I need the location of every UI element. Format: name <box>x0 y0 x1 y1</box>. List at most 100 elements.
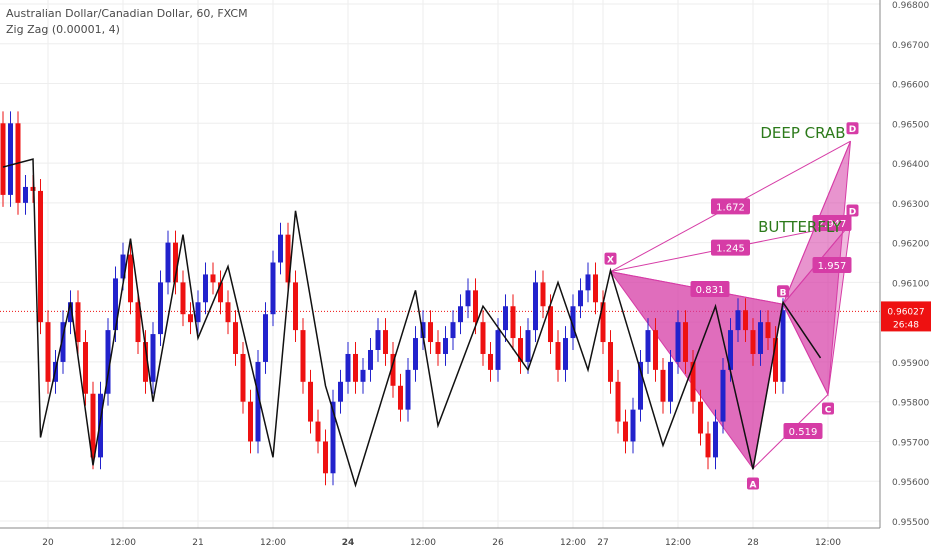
candle-up <box>503 306 508 331</box>
candle-up <box>165 242 171 283</box>
candle-down <box>548 306 553 343</box>
x-tick-label: 20 <box>42 538 54 548</box>
point-label-d: D <box>849 208 856 218</box>
pattern-name-crab: DEEP CRAB <box>760 124 845 142</box>
ratio-label: 1.957 <box>818 261 847 272</box>
candle-down <box>480 322 486 354</box>
y-tick-label: 0.96100 <box>892 279 929 289</box>
candle-down <box>540 282 546 307</box>
candle-down <box>593 274 598 303</box>
x-tick-label: 26 <box>492 538 504 548</box>
x-tick-label: 12:00 <box>560 538 586 548</box>
y-tick-label: 0.95700 <box>892 438 929 448</box>
point-label-a: A <box>750 481 757 491</box>
candle-up <box>338 381 343 402</box>
candle-up <box>420 322 426 339</box>
point-label-b: B <box>780 288 787 298</box>
candle-down <box>683 322 688 362</box>
candle-down <box>705 433 711 458</box>
candle-down <box>90 393 96 458</box>
candle-down <box>30 186 36 191</box>
x-tick-label: 12:00 <box>110 538 136 548</box>
candle-up <box>638 361 643 410</box>
point-label-d: D <box>849 125 856 135</box>
candle-up <box>345 353 351 382</box>
y-tick-label: 0.95500 <box>892 518 929 528</box>
point-marker-c <box>822 402 834 415</box>
candle-down <box>353 353 358 382</box>
x-tick-label: 12:00 <box>410 538 436 548</box>
candle-up <box>413 338 418 370</box>
candle-down <box>615 381 621 422</box>
candle-up <box>195 302 201 323</box>
point-marker-d <box>846 122 859 135</box>
candle-up <box>368 349 373 370</box>
price-badge <box>881 301 931 332</box>
chart-legend: Australian Dollar/Canadian Dollar, 60, F… <box>6 6 248 38</box>
ratio-box <box>690 281 730 297</box>
candle-down <box>240 353 246 402</box>
candle-down <box>233 322 238 354</box>
candle-down <box>698 401 703 434</box>
candle-down <box>398 385 403 410</box>
y-tick-label: 0.95900 <box>892 359 929 369</box>
candle-up <box>203 274 208 303</box>
point-marker-x <box>604 252 617 265</box>
candle-down <box>555 342 561 370</box>
candle-up <box>375 330 381 350</box>
x-tick-label: 21 <box>192 538 203 548</box>
ratio-box <box>711 239 750 256</box>
x-tick-label: 24 <box>342 538 355 548</box>
y-tick-label: 0.96200 <box>892 240 929 250</box>
candle-up <box>533 282 538 331</box>
candle-down <box>45 322 51 382</box>
candle-down <box>600 302 606 343</box>
point-label-c: C <box>825 406 832 416</box>
candle-up <box>263 314 268 362</box>
candle-down <box>300 330 306 382</box>
candle-up <box>60 322 66 362</box>
candle-down <box>608 342 613 382</box>
y-tick-label: 0.96400 <box>892 160 929 170</box>
candle-up <box>780 310 786 382</box>
candle-up <box>578 290 583 307</box>
y-tick-label: 0.96500 <box>892 120 929 130</box>
candle-up <box>23 186 28 203</box>
candle-down <box>248 401 253 442</box>
candle-up <box>713 421 718 458</box>
candle-down <box>765 322 771 339</box>
point-label-x: X <box>607 256 614 266</box>
candle-up <box>458 306 463 323</box>
candle-up <box>120 254 126 279</box>
candle-up <box>495 330 501 370</box>
ratio-label: 1.672 <box>716 202 745 213</box>
candle-down <box>660 369 666 402</box>
candle-up <box>105 330 111 394</box>
candle-down <box>180 282 186 315</box>
candle-down <box>323 441 328 474</box>
candle-down <box>750 330 756 354</box>
candle-up <box>630 409 636 442</box>
candle-up <box>255 361 261 442</box>
candle-down <box>390 353 396 386</box>
ratio-box <box>812 215 852 231</box>
candle-down <box>435 342 441 354</box>
candle-down <box>218 282 223 303</box>
candle-up <box>570 306 576 339</box>
y-tick-label: 0.96700 <box>892 41 929 51</box>
candle-down <box>510 306 516 339</box>
candle-up <box>113 278 118 331</box>
zigzag-line <box>2 158 822 488</box>
candle-up <box>675 322 681 362</box>
candle-up <box>278 234 283 263</box>
x-tick-label: 12:00 <box>260 538 286 548</box>
y-tick-label: 0.95800 <box>892 399 929 409</box>
candle-up <box>443 338 448 354</box>
candle-down <box>293 282 298 331</box>
y-tick-label: 0.96800 <box>892 1 929 11</box>
candle-up <box>8 123 13 195</box>
candle-down <box>210 274 216 283</box>
candle-up <box>563 338 568 370</box>
